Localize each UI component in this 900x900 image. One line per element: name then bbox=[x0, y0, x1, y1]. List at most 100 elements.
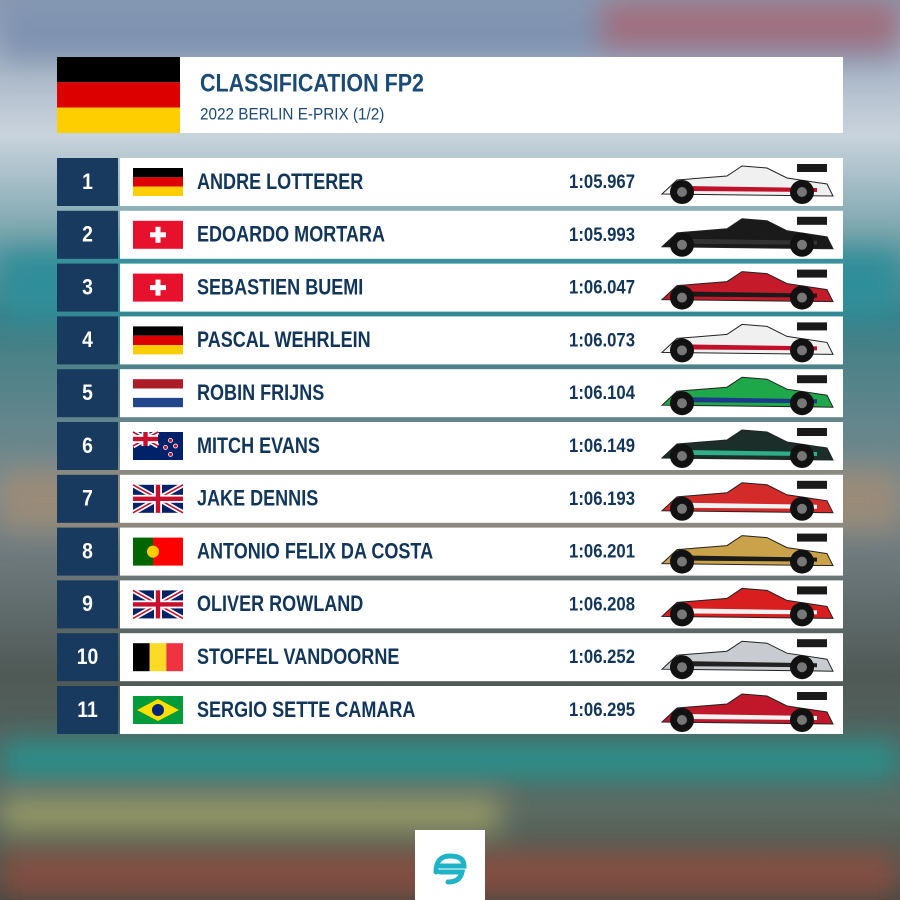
car-hub bbox=[797, 345, 807, 356]
row: 1 ANDRE LOTTERER 1:05.967 bbox=[57, 158, 843, 206]
driver-wrap: ANTONIO FELIX DA COSTA bbox=[197, 540, 433, 564]
flag-part bbox=[133, 345, 183, 355]
driver-name: ANDRE LOTTERER bbox=[197, 170, 364, 194]
driver-wrap: STOFFEL VANDOORNE bbox=[197, 645, 399, 669]
flag-part bbox=[133, 326, 183, 336]
car bbox=[660, 216, 834, 257]
car-wing bbox=[797, 322, 827, 331]
row: 7 JAKE DENNIS 1:06.193 bbox=[57, 474, 843, 523]
lap-time: 1:06.295 bbox=[569, 699, 635, 720]
time-wrap: 1:06.149 bbox=[569, 435, 635, 456]
flag-part bbox=[133, 388, 183, 398]
driver-wrap: PASCAL WEHRLEIN bbox=[197, 329, 371, 353]
car bbox=[660, 269, 834, 310]
time-wrap: 1:06.252 bbox=[569, 646, 635, 667]
car-wing bbox=[797, 533, 827, 542]
car-wing bbox=[797, 375, 827, 384]
car-hub bbox=[677, 662, 687, 673]
car-wing bbox=[797, 269, 827, 278]
car bbox=[660, 639, 834, 680]
position-wrap: 9 bbox=[82, 592, 93, 616]
car-hub bbox=[677, 556, 687, 567]
time-wrap: 1:06.193 bbox=[569, 488, 635, 509]
flag-part bbox=[133, 397, 183, 408]
row: 3 SEBASTIEN BUEMI 1:06.047 bbox=[57, 263, 843, 312]
flag-part bbox=[155, 279, 161, 296]
driver-wrap: OLIVER ROWLAND bbox=[197, 593, 363, 617]
flag-part bbox=[133, 177, 183, 187]
position-wrap: 2 bbox=[82, 222, 93, 246]
subtitle: 2022 BERLIN E-PRIX (1/2) bbox=[200, 105, 384, 124]
row: 2 EDOARDO MORTARA 1:05.993 bbox=[57, 210, 843, 259]
position-wrap: 1 bbox=[82, 170, 93, 194]
time-wrap: 1:06.201 bbox=[569, 541, 635, 562]
car-stripe bbox=[687, 291, 817, 298]
flag bbox=[131, 482, 185, 515]
driver-name: OLIVER ROWLAND bbox=[197, 593, 363, 617]
car bbox=[660, 533, 834, 574]
driver-name: ROBIN FRIJNS bbox=[197, 381, 324, 405]
car-wing bbox=[797, 428, 827, 436]
flag bbox=[133, 379, 183, 408]
position-wrap: 7 bbox=[82, 486, 93, 510]
flag bbox=[131, 429, 183, 460]
car-hub bbox=[797, 398, 807, 409]
lap-time: 1:06.047 bbox=[569, 277, 635, 298]
position-box bbox=[57, 369, 118, 418]
car-stripe bbox=[687, 450, 817, 456]
flag-part bbox=[152, 704, 164, 716]
driver-name: JAKE DENNIS bbox=[197, 487, 318, 511]
car-hub bbox=[797, 662, 807, 673]
driver-wrap: SEBASTIEN BUEMI bbox=[197, 276, 363, 300]
lap-time: 1:06.208 bbox=[569, 593, 635, 614]
classification-table: 1 ANDRE LOTTERER 1:05.967 2 EDOARDO MORTARA 1… bbox=[57, 158, 843, 734]
position-wrap: 10 bbox=[77, 645, 99, 669]
car-hub bbox=[797, 292, 807, 303]
position: 6 bbox=[82, 434, 93, 458]
flag-part bbox=[173, 443, 178, 449]
position-box bbox=[57, 210, 118, 259]
car-wing bbox=[797, 164, 827, 172]
flag-part bbox=[133, 335, 183, 346]
car-hub bbox=[797, 609, 807, 620]
lap-time: 1:06.073 bbox=[569, 329, 635, 350]
car-hub bbox=[677, 345, 687, 356]
flag bbox=[133, 696, 183, 724]
driver-name: ANTONIO FELIX DA COSTA bbox=[197, 540, 433, 564]
row: 5 ROBIN FRIJNS 1:06.104 bbox=[57, 369, 843, 418]
time-wrap: 1:06.104 bbox=[569, 382, 635, 403]
flag bbox=[133, 537, 183, 566]
flag-part bbox=[168, 437, 173, 443]
car-stripe bbox=[687, 661, 817, 668]
row: 4 PASCAL WEHRLEIN 1:06.073 bbox=[57, 316, 843, 365]
flag bbox=[133, 168, 183, 196]
car-stripe bbox=[687, 397, 817, 404]
position-box bbox=[57, 263, 118, 312]
car bbox=[660, 428, 834, 468]
flag-part bbox=[149, 643, 167, 672]
flag-part bbox=[133, 602, 183, 607]
car-wing bbox=[797, 480, 827, 489]
driver-wrap: MITCH EVANS bbox=[197, 434, 320, 458]
car-stripe bbox=[687, 555, 817, 562]
car-hub bbox=[797, 451, 807, 461]
lap-time: 1:06.193 bbox=[569, 488, 635, 509]
logo bbox=[415, 830, 485, 900]
time-wrap: 1:06.295 bbox=[569, 699, 635, 720]
title: CLASSIFICATION FP2 bbox=[200, 69, 424, 97]
flag-part bbox=[168, 451, 173, 457]
car bbox=[660, 375, 834, 416]
driver-name: EDOARDO MORTARA bbox=[197, 223, 385, 247]
position-box bbox=[57, 633, 118, 682]
car-stripe bbox=[687, 502, 817, 509]
driver-name: PASCAL WEHRLEIN bbox=[197, 329, 371, 353]
position-box bbox=[57, 158, 118, 206]
position-box bbox=[57, 580, 118, 629]
header: CLASSIFICATION FP2 2022 BERLIN E-PRIX (1… bbox=[57, 57, 843, 133]
row: 8 ANTONIO FELIX DA COSTA 1:06.201 bbox=[57, 527, 843, 576]
car-hub bbox=[677, 503, 687, 514]
position-wrap: 5 bbox=[82, 381, 93, 405]
car-wing bbox=[797, 216, 827, 225]
flag-part bbox=[133, 186, 183, 196]
